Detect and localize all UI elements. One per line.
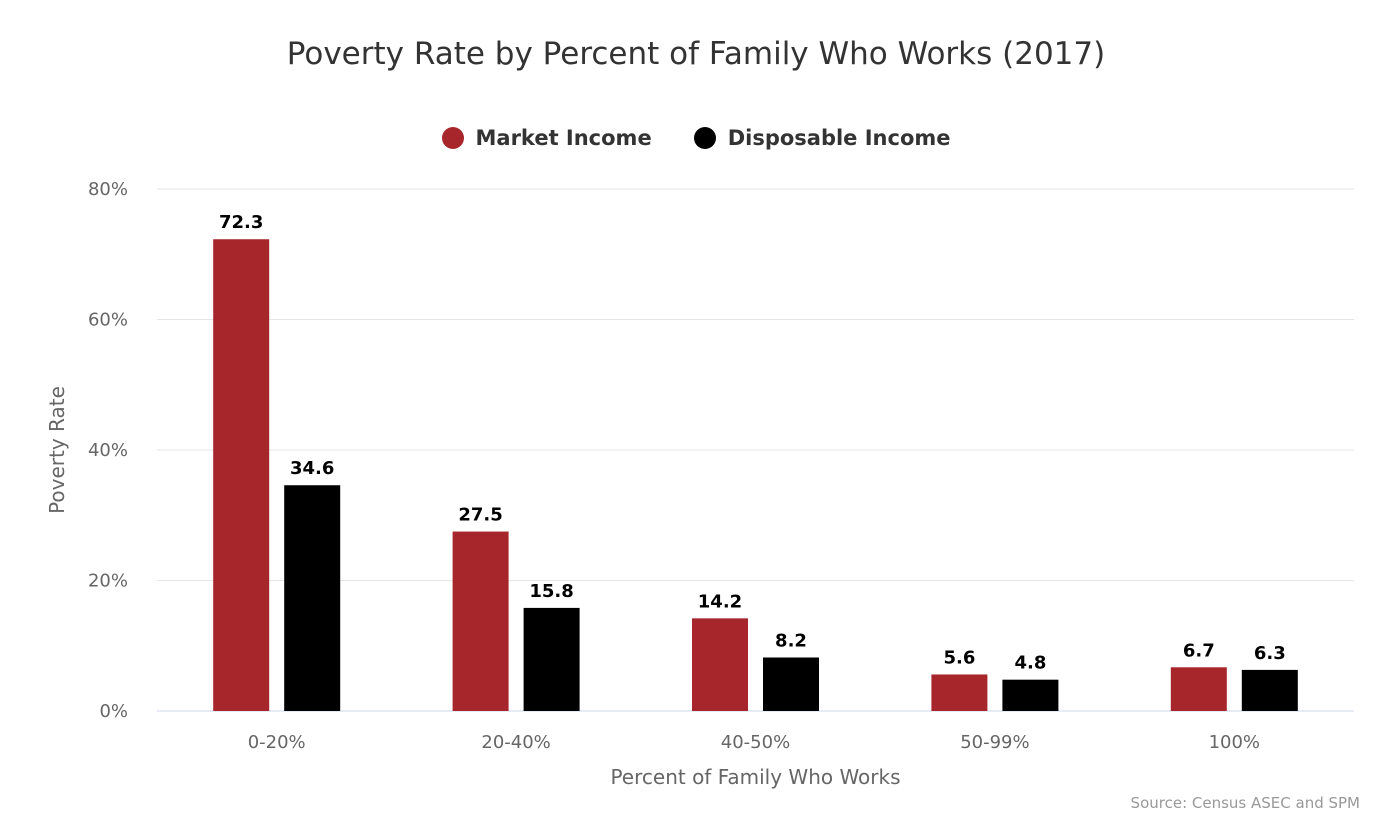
bar-disposable-income	[1002, 679, 1059, 711]
legend-label: Disposable Income	[727, 126, 951, 150]
bar-disposable-income	[523, 607, 580, 711]
bar-market-income	[213, 239, 270, 711]
x-axis-title: Percent of Family Who Works	[610, 765, 900, 789]
data-label: 34.6	[290, 458, 334, 479]
data-label: 27.5	[458, 505, 502, 526]
y-tick-label: 20%	[88, 571, 128, 592]
legend-item-market-income[interactable]: Market Income	[441, 126, 652, 150]
bar-market-income	[692, 618, 748, 711]
y-tick-label: 40%	[88, 440, 128, 461]
legend-marker-icon	[693, 127, 716, 149]
legend-label: Market Income	[475, 126, 652, 150]
bar-disposable-income	[763, 657, 819, 711]
legend: Market Income Disposable Income	[0, 126, 1392, 150]
data-label: 6.3	[1254, 643, 1286, 664]
data-label: 72.3	[219, 212, 263, 233]
data-label: 5.6	[943, 647, 975, 668]
x-tick-label: 0-20%	[248, 732, 306, 753]
y-tick-label: 80%	[88, 179, 128, 200]
data-label: 4.8	[1014, 653, 1046, 674]
data-label: 8.2	[775, 630, 807, 651]
source-note: Source: Census ASEC and SPM	[1130, 794, 1360, 812]
y-tick-label: 60%	[88, 310, 128, 331]
y-axis-title: Poverty Rate	[45, 386, 69, 514]
bar-market-income	[1170, 667, 1227, 711]
x-tick-label: 50-99%	[960, 732, 1029, 753]
data-label: 15.8	[529, 581, 573, 602]
data-label: 6.7	[1183, 640, 1215, 661]
legend-item-disposable-income[interactable]: Disposable Income	[693, 126, 951, 150]
bar-market-income	[452, 531, 509, 711]
x-tick-label: 100%	[1209, 732, 1260, 753]
legend-marker-icon	[441, 127, 464, 149]
y-tick-label: 0%	[99, 701, 128, 722]
bar-disposable-income	[1241, 669, 1298, 711]
chart-title: Poverty Rate by Percent of Family Who Wo…	[286, 36, 1106, 72]
x-tick-label: 20-40%	[481, 732, 550, 753]
x-tick-label: 40-50%	[721, 732, 790, 753]
bar-market-income	[931, 674, 988, 711]
bar-disposable-income	[284, 485, 341, 711]
data-label: 14.2	[698, 591, 742, 612]
